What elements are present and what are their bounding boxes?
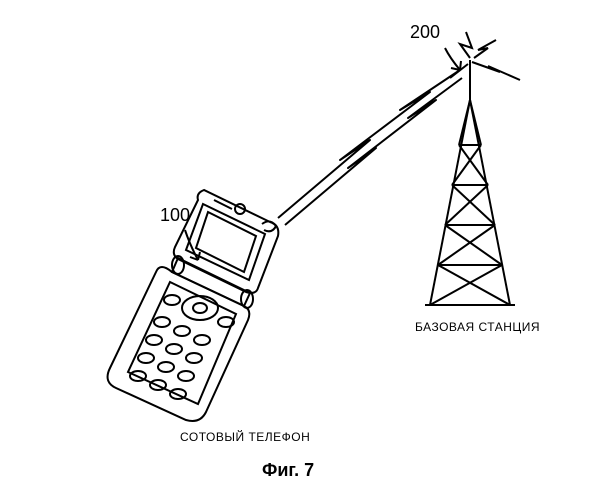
- figure-caption: Фиг. 7: [262, 460, 314, 481]
- phone-label: СОТОВЫЙ ТЕЛЕФОН: [180, 430, 310, 444]
- tower-ref-number: 200: [410, 22, 440, 43]
- phone-ref-number: 100: [160, 205, 190, 226]
- figure-canvas: 100 200 СОТОВЫЙ ТЕЛЕФОН БАЗОВАЯ СТАНЦИЯ …: [0, 0, 603, 500]
- tower-label: БАЗОВАЯ СТАНЦИЯ: [415, 320, 540, 334]
- signal-bolt: [278, 70, 462, 225]
- ref-arrow-200: [445, 48, 461, 70]
- diagram-svg: [0, 0, 603, 500]
- tower-drawing: [425, 32, 520, 305]
- phone-drawing: [108, 190, 279, 421]
